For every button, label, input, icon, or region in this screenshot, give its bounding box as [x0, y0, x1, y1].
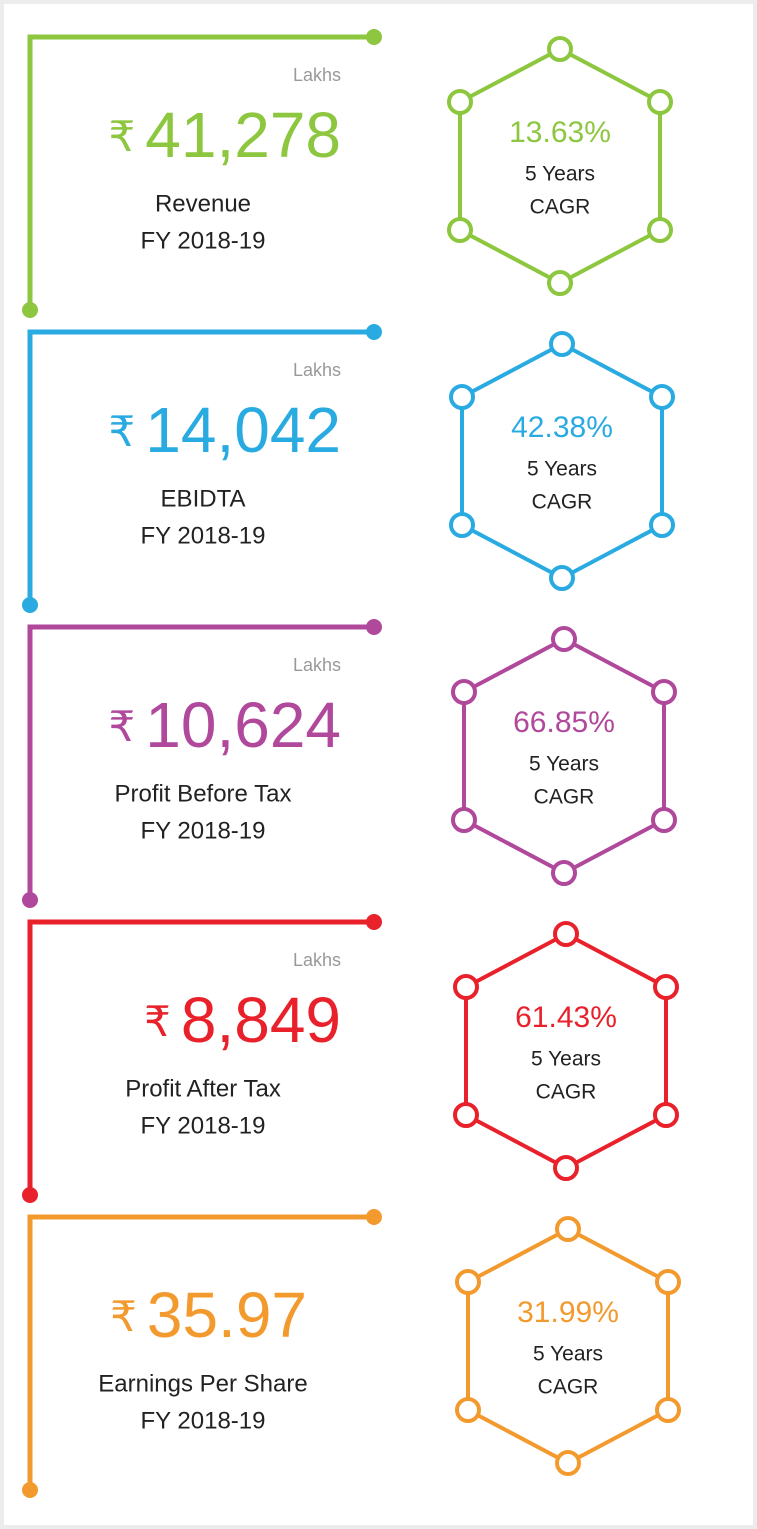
connector-dot [366, 619, 382, 635]
connector [27, 34, 374, 310]
connector [27, 624, 374, 900]
hexagon-node [655, 1397, 681, 1423]
currency: ₹ [109, 703, 136, 750]
metric-label: EBIDTA [161, 485, 246, 512]
hexagon-node [655, 1269, 681, 1295]
period: FY 2018-19 [141, 817, 266, 844]
connector-dot [366, 1209, 382, 1225]
connector-dot [366, 914, 382, 930]
hexagon-node [651, 679, 677, 705]
connector-dot [22, 1482, 38, 1498]
hexagon-node [553, 921, 579, 947]
currency: ₹ [110, 1293, 137, 1340]
cagr-period: 5 Years [527, 458, 597, 481]
amount-value: 35.97 [147, 1279, 307, 1351]
amount: ₹10,624 [109, 689, 341, 761]
hexagon-node [455, 1269, 481, 1295]
period: FY 2018-19 [141, 1112, 266, 1139]
hexagon-node [555, 1216, 581, 1242]
hexagon-node [555, 1450, 581, 1476]
metric-label: Profit Before Tax [115, 780, 292, 807]
cagr-period: 5 Years [531, 1048, 601, 1071]
unit: Lakhs [293, 65, 341, 85]
currency: ₹ [109, 113, 136, 160]
hexagon-node [651, 807, 677, 833]
hexagon-node [547, 270, 573, 296]
amount-value: 8,849 [181, 984, 341, 1056]
unit: Lakhs [293, 950, 341, 970]
hexagon-node [549, 331, 575, 357]
cagr-label: CAGR [538, 1376, 599, 1399]
hexagon-node [647, 89, 673, 115]
hexagon-node [653, 1102, 679, 1128]
period: FY 2018-19 [141, 1407, 266, 1434]
hexagon-node [449, 512, 475, 538]
amount-value: 14,042 [145, 394, 341, 466]
hexagon-node [649, 384, 675, 410]
hexagon-node [447, 89, 473, 115]
currency: ₹ [109, 408, 136, 455]
connector-dot [22, 1187, 38, 1203]
amount: ₹14,042 [109, 394, 341, 466]
hexagon-node [449, 384, 475, 410]
connector [27, 919, 374, 1195]
cagr-period: 5 Years [529, 753, 599, 776]
hexagon-node [549, 565, 575, 591]
cagr-value: 13.63% [509, 116, 611, 149]
connector-dot [366, 29, 382, 45]
hexagon-node [447, 217, 473, 243]
hexagon-node [451, 807, 477, 833]
currency: ₹ [144, 998, 171, 1045]
metric-label: Revenue [155, 190, 251, 217]
amount: ₹41,278 [109, 99, 341, 171]
hexagon-node [551, 626, 577, 652]
connector [27, 1214, 374, 1490]
cagr-label: CAGR [532, 491, 593, 514]
cagr-label: CAGR [536, 1081, 597, 1104]
amount: ₹8,849 [144, 984, 341, 1056]
amount-value: 41,278 [145, 99, 341, 171]
hexagon-node [451, 679, 477, 705]
connector-dot [22, 597, 38, 613]
hexagon-node [547, 36, 573, 62]
hexagon-node [653, 974, 679, 1000]
connector-dot [22, 302, 38, 318]
cagr-period: 5 Years [533, 1343, 603, 1366]
cagr-value: 42.38% [511, 411, 613, 444]
connector-dot [22, 892, 38, 908]
unit: Lakhs [293, 655, 341, 675]
unit: Lakhs [293, 360, 341, 380]
amount-value: 10,624 [145, 689, 341, 761]
hexagon-node [551, 860, 577, 886]
period: FY 2018-19 [141, 227, 266, 254]
hexagon-node [453, 1102, 479, 1128]
cagr-label: CAGR [530, 196, 591, 219]
metric-label: Profit After Tax [125, 1075, 281, 1102]
cagr-period: 5 Years [525, 163, 595, 186]
metric-label: Earnings Per Share [98, 1370, 307, 1397]
cagr-value: 66.85% [513, 706, 615, 739]
hexagon-node [453, 974, 479, 1000]
hexagon-node [455, 1397, 481, 1423]
hexagon-node [649, 512, 675, 538]
cagr-value: 61.43% [515, 1001, 617, 1034]
hexagon-node [553, 1155, 579, 1181]
cagr-value: 31.99% [517, 1296, 619, 1329]
cagr-label: CAGR [534, 786, 595, 809]
amount: ₹35.97 [110, 1279, 307, 1351]
connector-dot [366, 324, 382, 340]
hexagon-node [647, 217, 673, 243]
period: FY 2018-19 [141, 522, 266, 549]
connector [27, 329, 374, 605]
